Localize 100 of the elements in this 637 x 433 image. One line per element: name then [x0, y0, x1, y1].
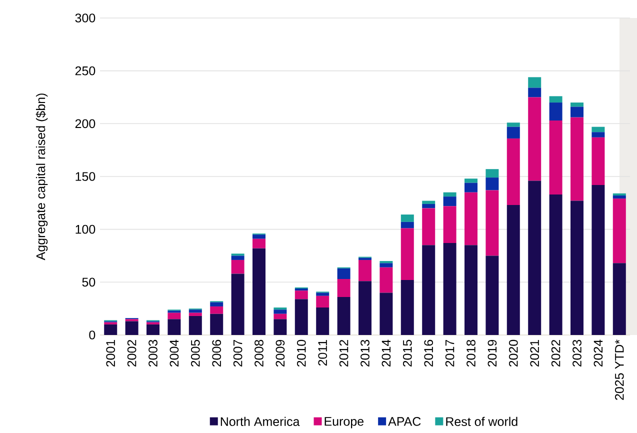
bar — [125, 321, 138, 335]
bar — [231, 256, 244, 260]
bar — [506, 138, 520, 206]
bar — [316, 292, 330, 296]
bar — [188, 312, 202, 316]
x-tick-label: 2016 — [424, 340, 434, 367]
bar — [443, 196, 456, 206]
bar — [274, 319, 287, 335]
bar — [592, 132, 605, 138]
bar — [506, 126, 520, 138]
bar — [549, 194, 562, 335]
bar — [337, 268, 350, 279]
bar — [422, 208, 436, 246]
bar — [146, 324, 160, 335]
bar — [464, 245, 478, 335]
bar — [549, 120, 562, 194]
x-tick-label: 2005 — [190, 340, 200, 367]
x-tick-label: 2021 — [530, 340, 540, 367]
bar — [380, 267, 393, 293]
x-tick-label: 2003 — [148, 340, 158, 367]
bar — [592, 137, 605, 185]
bar — [252, 238, 266, 248]
x-tick-label: 2010 — [296, 340, 306, 367]
bar — [486, 190, 499, 256]
x-tick-label: 2001 — [106, 340, 116, 367]
bar — [528, 180, 542, 335]
x-tick-label: 2009 — [276, 340, 285, 367]
legend-label: Rest of world — [446, 416, 518, 426]
bar — [422, 200, 436, 204]
bar — [337, 278, 350, 297]
bar — [104, 324, 118, 335]
bar — [400, 280, 414, 335]
x-tick-label: 2006 — [212, 340, 222, 367]
bar — [188, 316, 202, 335]
bar — [443, 206, 456, 244]
bar — [592, 126, 605, 132]
bar — [231, 274, 244, 335]
bar — [506, 205, 520, 335]
x-tick-label: 2019 — [488, 340, 497, 367]
x-tick-label: 2002 — [127, 340, 136, 367]
y-tick-label: 200 — [75, 119, 96, 128]
bar — [506, 122, 520, 127]
bar — [188, 310, 202, 313]
x-tick-label: 2008 — [254, 340, 264, 367]
bar — [231, 260, 244, 274]
bar — [570, 117, 584, 201]
bar — [380, 292, 393, 335]
y-tick-label: 300 — [75, 14, 96, 22]
x-tick-label: 2015 — [402, 340, 412, 367]
bar — [210, 306, 224, 314]
bar — [486, 169, 499, 178]
x-tick-label: 2004 — [170, 340, 179, 367]
bar — [570, 102, 584, 107]
bar — [380, 263, 393, 268]
x-tick-label: 2022 — [551, 340, 560, 367]
bar — [168, 319, 181, 335]
bar — [612, 193, 626, 196]
y-tick-label: 0 — [89, 330, 96, 340]
bar — [168, 312, 181, 320]
bar — [570, 106, 584, 118]
bar — [464, 182, 478, 192]
bar — [294, 290, 308, 300]
bar — [570, 200, 584, 335]
bar — [486, 256, 499, 335]
bar — [316, 308, 330, 335]
bar — [592, 184, 605, 335]
x-tick-label: 2017 — [445, 340, 454, 367]
bar — [210, 302, 224, 306]
bar — [549, 102, 562, 120]
bar — [612, 198, 626, 264]
bar — [316, 296, 330, 308]
bar — [464, 178, 478, 183]
x-tick-label: 2020 — [508, 340, 518, 367]
bar — [464, 192, 478, 246]
y-tick-label: 150 — [76, 172, 96, 181]
bar — [358, 281, 372, 335]
legend-label: APAC — [388, 417, 421, 426]
x-tick-label: 2025 YTD* — [614, 340, 624, 400]
y-tick-label: 100 — [76, 224, 96, 234]
x-tick-label: 2023 — [572, 340, 582, 367]
bar — [528, 88, 542, 98]
x-tick-label: 2011 — [318, 340, 328, 366]
bar — [274, 310, 287, 314]
x-tick-label: 2007 — [233, 340, 242, 367]
legend-label: North America — [220, 416, 300, 426]
x-tick-label: 2012 — [339, 340, 348, 367]
bar — [337, 296, 350, 335]
bar — [486, 178, 499, 190]
bar — [400, 222, 414, 228]
bar — [252, 234, 266, 239]
x-tick-label: 2018 — [466, 340, 476, 367]
bar — [612, 196, 626, 199]
legend-label: Europe — [324, 417, 364, 428]
bar — [528, 77, 542, 88]
y-tick-label: 250 — [75, 66, 96, 76]
bar — [400, 228, 414, 280]
x-tick-label: 2014 — [382, 340, 391, 367]
bar — [358, 260, 372, 282]
bar — [400, 214, 414, 222]
bar — [422, 245, 436, 335]
